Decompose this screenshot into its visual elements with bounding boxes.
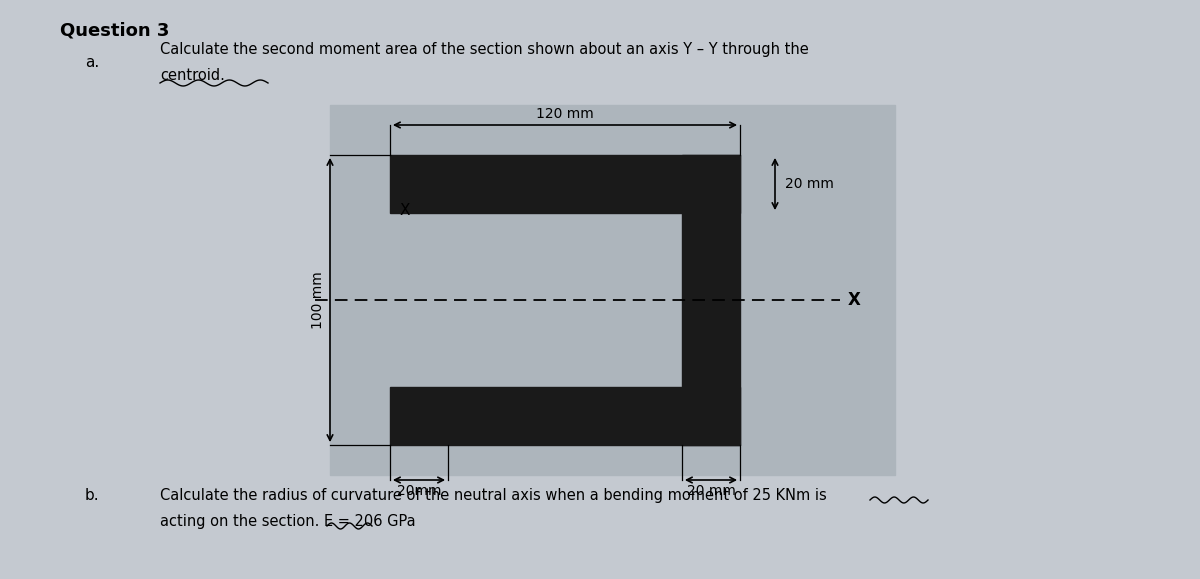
Text: acting on the section. E = 206 GPa: acting on the section. E = 206 GPa [160,514,415,529]
Text: 20mm: 20mm [397,484,442,498]
Text: X: X [848,291,860,309]
Text: 20 mm: 20 mm [686,484,736,498]
Text: 100 mm: 100 mm [311,271,325,329]
Text: b.: b. [85,488,100,503]
Bar [390,387,740,445]
Text: 20 mm: 20 mm [785,177,834,191]
Text: X: X [400,203,410,218]
Text: Calculate the second moment area of the section shown about an axis Y – Y throug: Calculate the second moment area of the … [160,42,809,57]
Text: a.: a. [85,55,100,70]
Text: Question 3: Question 3 [60,22,169,40]
Text: Calculate the radius of curvature of the neutral axis when a bending moment of 2: Calculate the radius of curvature of the… [160,488,827,503]
Bar [682,155,740,445]
Bar [390,155,740,213]
Text: 120 mm: 120 mm [536,107,594,121]
Text: centroid.: centroid. [160,68,224,83]
Bar [330,105,895,475]
